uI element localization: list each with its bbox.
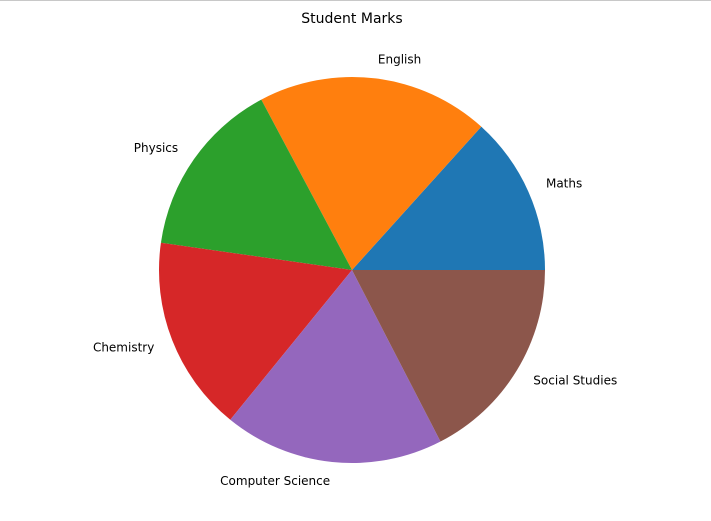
pie-label-computer-science: Computer Science bbox=[220, 474, 330, 488]
pie-label-maths: Maths bbox=[546, 177, 582, 191]
pie-slice-physics bbox=[160, 99, 352, 270]
pie-slice-english bbox=[261, 76, 482, 270]
pie-slice-social-studies bbox=[352, 270, 545, 442]
pie-slice-maths bbox=[352, 126, 545, 271]
pie-labels: Maths English Physics Chemistry Computer Sci… bbox=[93, 52, 617, 488]
pie-label-chemistry: Chemistry bbox=[93, 340, 154, 354]
pie-label-social-studies: Social Studies bbox=[533, 373, 617, 387]
pie-slices bbox=[158, 76, 545, 463]
pie-label-physics: Physics bbox=[134, 141, 178, 155]
pie-label-english: English bbox=[378, 52, 421, 66]
pie-slice-computer-science bbox=[230, 270, 441, 463]
pie-slice-chemistry bbox=[158, 242, 352, 420]
chart-title: Student Marks bbox=[301, 11, 402, 27]
